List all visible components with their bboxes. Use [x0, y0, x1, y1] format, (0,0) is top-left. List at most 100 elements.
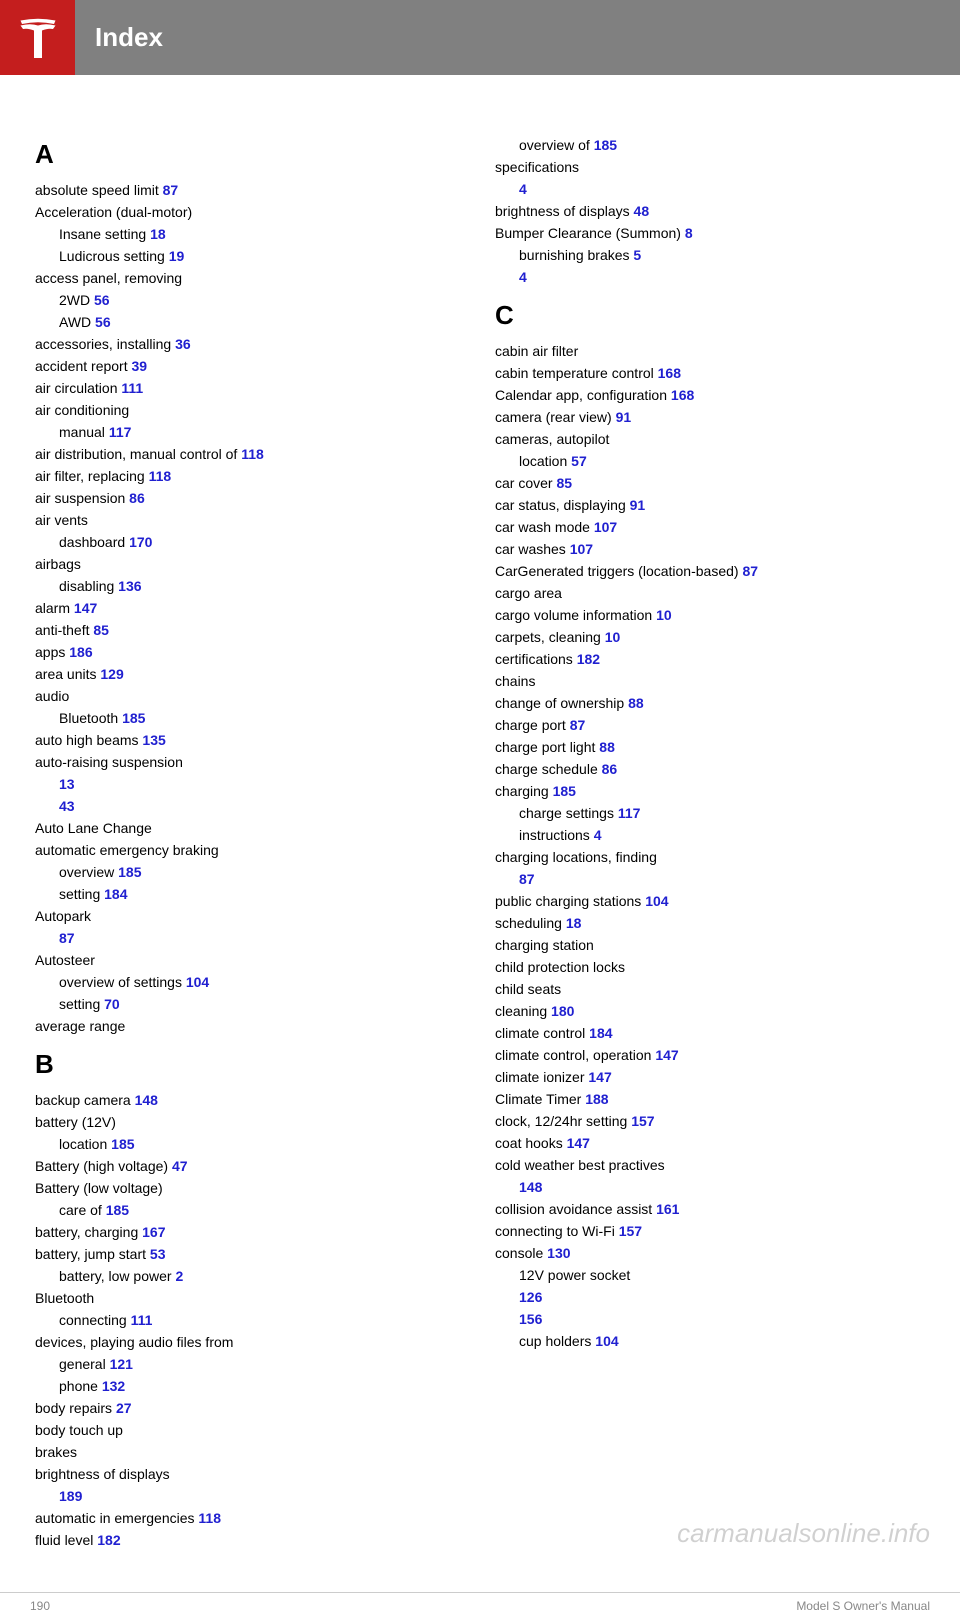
index-page-link[interactable]: 147	[567, 1135, 590, 1151]
index-page-link[interactable]: 56	[95, 314, 111, 330]
index-page-link[interactable]: 47	[172, 1158, 188, 1174]
index-page-link[interactable]: 182	[97, 1532, 120, 1548]
index-page-link[interactable]: 147	[588, 1069, 611, 1085]
index-page-link[interactable]: 132	[102, 1378, 125, 1394]
index-page-link[interactable]: 168	[671, 387, 694, 403]
index-page-link[interactable]: 180	[551, 1003, 574, 1019]
index-entry: 189	[35, 1486, 465, 1507]
index-entry: access panel, removing	[35, 268, 465, 289]
index-page-link[interactable]: 170	[129, 534, 152, 550]
index-page-link[interactable]: 118	[149, 468, 172, 484]
index-page-link[interactable]: 53	[150, 1246, 166, 1262]
index-page-link[interactable]: 185	[106, 1202, 129, 1218]
index-page-link[interactable]: 5	[633, 247, 641, 263]
index-page-link[interactable]: 111	[131, 1312, 153, 1328]
index-page-link[interactable]: 111	[121, 380, 143, 396]
index-page-link[interactable]: 185	[118, 864, 141, 880]
index-entry: 87	[35, 928, 465, 949]
index-page-link[interactable]: 184	[589, 1025, 612, 1041]
index-entry-label: overview	[59, 864, 118, 880]
index-page-link[interactable]: 135	[142, 732, 165, 748]
index-page-link[interactable]: 4	[594, 827, 602, 843]
index-page-link[interactable]: 2	[175, 1268, 183, 1284]
index-page-link[interactable]: 148	[519, 1179, 542, 1195]
index-page-link[interactable]: 117	[618, 805, 641, 821]
index-page-link[interactable]: 157	[619, 1223, 642, 1239]
index-page-link[interactable]: 88	[599, 739, 615, 755]
index-page-link[interactable]: 104	[186, 974, 209, 990]
index-page-link[interactable]: 185	[111, 1136, 134, 1152]
index-page-link[interactable]: 104	[595, 1333, 618, 1349]
index-page-link[interactable]: 157	[631, 1113, 654, 1129]
index-page-link[interactable]: 57	[571, 453, 587, 469]
index-page-link[interactable]: 117	[109, 424, 132, 440]
index-page-link[interactable]: 147	[74, 600, 97, 616]
index-page-link[interactable]: 4	[519, 269, 527, 285]
index-page-link[interactable]: 56	[94, 292, 110, 308]
index-page-link[interactable]: 85	[556, 475, 572, 491]
index-page-link[interactable]: 10	[656, 607, 672, 623]
index-page-link[interactable]: 185	[594, 137, 617, 153]
index-page-link[interactable]: 161	[656, 1201, 679, 1217]
index-page-link[interactable]: 87	[59, 930, 75, 946]
index-page-link[interactable]: 43	[59, 798, 75, 814]
index-page-link[interactable]: 189	[59, 1488, 82, 1504]
index-page-link[interactable]: 91	[616, 409, 632, 425]
index-entry: cup holders 104	[495, 1331, 925, 1352]
index-page-link[interactable]: 4	[519, 181, 527, 197]
index-page-link[interactable]: 118	[241, 446, 264, 462]
index-page-link[interactable]: 10	[605, 629, 621, 645]
index-entry: dashboard 170	[35, 532, 465, 553]
index-entry: body repairs 27	[35, 1398, 465, 1419]
index-page-link[interactable]: 188	[585, 1091, 608, 1107]
index-page-link[interactable]: 185	[122, 710, 145, 726]
index-page-link[interactable]: 85	[93, 622, 109, 638]
index-entry: climate ionizer 147	[495, 1067, 925, 1088]
index-entry-label: accessories, installing	[35, 336, 175, 352]
index-page-link[interactable]: 39	[132, 358, 148, 374]
index-page-link[interactable]: 185	[553, 783, 576, 799]
index-page-link[interactable]: 156	[519, 1311, 542, 1327]
index-page-link[interactable]: 86	[129, 490, 145, 506]
index-page-link[interactable]: 36	[175, 336, 191, 352]
index-page-link[interactable]: 27	[116, 1400, 132, 1416]
index-page-link[interactable]: 88	[628, 695, 644, 711]
index-page-link[interactable]: 86	[602, 761, 618, 777]
index-page-link[interactable]: 182	[577, 651, 600, 667]
index-section-letter: B	[35, 1045, 465, 1084]
index-entry-label: air suspension	[35, 490, 129, 506]
index-page-link[interactable]: 118	[198, 1510, 221, 1526]
index-page-link[interactable]: 87	[519, 871, 535, 887]
index-entry-label: setting	[59, 996, 104, 1012]
index-page-link[interactable]: 18	[566, 915, 582, 931]
index-page-link[interactable]: 87	[570, 717, 586, 733]
index-entry-label: phone	[59, 1378, 102, 1394]
index-page-link[interactable]: 107	[570, 541, 593, 557]
index-page-link[interactable]: 121	[110, 1356, 133, 1372]
index-page-link[interactable]: 136	[118, 578, 141, 594]
index-page-link[interactable]: 126	[519, 1289, 542, 1305]
index-page-link[interactable]: 18	[150, 226, 166, 242]
index-page-link[interactable]: 70	[104, 996, 120, 1012]
index-page-link[interactable]: 104	[645, 893, 668, 909]
index-entry-label: climate ionizer	[495, 1069, 588, 1085]
index-page-link[interactable]: 8	[685, 225, 693, 241]
index-page-link[interactable]: 129	[100, 666, 123, 682]
index-page-link[interactable]: 148	[135, 1092, 158, 1108]
index-page-link[interactable]: 91	[630, 497, 646, 513]
index-entry: AWD 56	[35, 312, 465, 333]
index-page-link[interactable]: 19	[169, 248, 185, 264]
index-entry-label: automatic in emergencies	[35, 1510, 198, 1526]
index-page-link[interactable]: 167	[142, 1224, 165, 1240]
index-page-link[interactable]: 168	[658, 365, 681, 381]
index-page-link[interactable]: 13	[59, 776, 75, 792]
index-page-link[interactable]: 130	[547, 1245, 570, 1261]
index-page-link[interactable]: 87	[163, 182, 179, 198]
index-page-link[interactable]: 87	[742, 563, 758, 579]
index-page-link[interactable]: 48	[634, 203, 650, 219]
index-page-link[interactable]: 147	[655, 1047, 678, 1063]
index-page-link[interactable]: 107	[594, 519, 617, 535]
index-page-link[interactable]: 186	[69, 644, 92, 660]
index-entry-label: certifications	[495, 651, 577, 667]
index-page-link[interactable]: 184	[104, 886, 127, 902]
